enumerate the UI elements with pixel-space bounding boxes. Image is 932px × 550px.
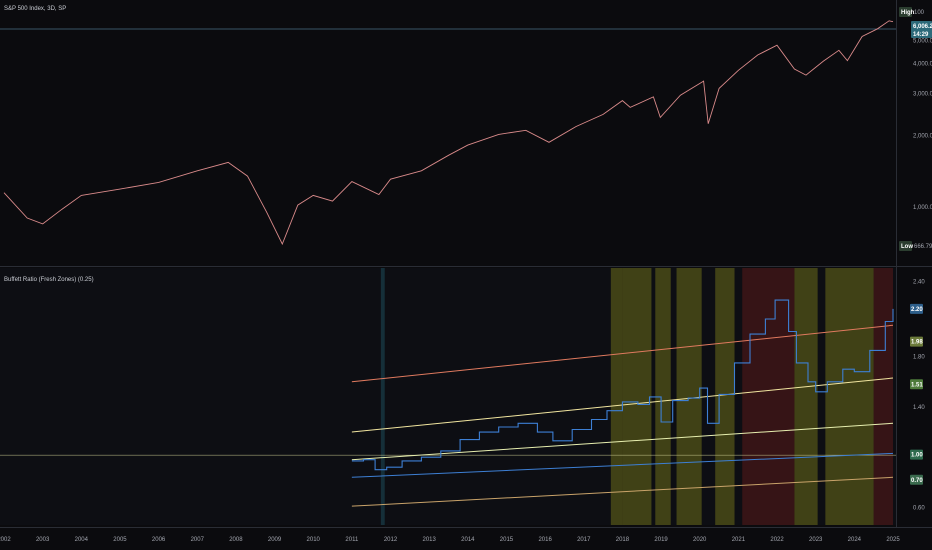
ratio-series-line: [351, 299, 894, 471]
ratio-value-badge-label: 1.51: [911, 382, 923, 388]
last-price-badge: [911, 21, 932, 38]
last-price-value: 6,006.27: [913, 24, 932, 30]
ratio-zone: [655, 268, 671, 525]
ratio-zone: [610, 268, 623, 525]
x-tick-label: 2007: [191, 537, 205, 543]
ratio-band-line: [351, 324, 894, 383]
ratio-value-badge: [910, 379, 923, 390]
x-tick-label: 2015: [500, 537, 514, 543]
x-tick-label: 2019: [654, 537, 668, 543]
low-value: 666.79: [914, 244, 932, 250]
ratio-band-line: [351, 422, 894, 461]
price-y-tick-label: 4,000.00: [913, 62, 932, 68]
ratio-value-badge-label: 0.70: [911, 478, 923, 484]
x-tick-label: 2014: [461, 537, 475, 543]
x-tick-label: 2010: [307, 537, 321, 543]
ratio-zone: [380, 268, 385, 525]
ratio-y-tick-label: 1.40: [913, 405, 925, 411]
x-tick-label: 2016: [538, 537, 552, 543]
x-tick-label: 2003: [36, 537, 50, 543]
high-label: High: [901, 10, 915, 16]
ratio-band-line: [351, 452, 894, 478]
ratio-value-badge: [910, 449, 923, 460]
low-label: Low: [901, 244, 913, 250]
ratio-value-badge-label: 1.98: [911, 340, 923, 346]
x-tick-label: 2020: [693, 537, 707, 543]
last-price-time: 14:29: [913, 32, 929, 38]
x-tick-label: 2017: [577, 537, 591, 543]
x-tick-label: 2008: [229, 537, 243, 543]
ratio-zone: [676, 268, 702, 525]
x-tick-label: 2018: [616, 537, 630, 543]
x-tick-label: 2011: [345, 537, 359, 543]
x-tick-label: 2013: [422, 537, 436, 543]
ratio-value-badge: [910, 336, 923, 347]
x-tick-label: 2021: [732, 537, 746, 543]
ratio-value-badge-label: 1.00: [911, 453, 923, 459]
x-tick-label: 2009: [268, 537, 282, 543]
low-label-badge: [899, 241, 912, 251]
x-tick-label: 2002: [0, 537, 11, 543]
x-tick-label: 2025: [886, 537, 900, 543]
price-series-line: [3, 20, 894, 246]
x-tick-label: 2006: [152, 537, 166, 543]
x-tick-label: 2024: [848, 537, 862, 543]
price-y-tick-label: 2,000.00: [913, 133, 932, 139]
ratio-zone: [742, 268, 795, 525]
price-pane: [0, 0, 896, 265]
price-y-tick-label: 3,000.00: [913, 91, 932, 97]
ratio-pane-title: Buffett Ratio (Fresh Zones) (0.25): [4, 277, 94, 283]
ratio-zone: [794, 268, 818, 525]
ratio-y-tick-label: 2.40: [913, 279, 925, 285]
high-value-label: 100: [914, 10, 925, 16]
x-tick-label: 2012: [384, 537, 398, 543]
ratio-band-line: [351, 476, 894, 507]
price-y-tick-label: 1,000.00: [913, 205, 932, 211]
ratio-zone: [825, 268, 874, 525]
x-tick-label: 2004: [75, 537, 89, 543]
x-tick-label: 2005: [113, 537, 127, 543]
ratio-zone: [873, 268, 893, 525]
ratio-value-badge: [910, 474, 923, 485]
x-tick-label: 2022: [770, 537, 784, 543]
x-tick-label: 2023: [809, 537, 823, 543]
ratio-zone: [622, 268, 652, 525]
ratio-y-tick-label: 1.80: [913, 355, 925, 361]
ratio-value-badge-label: 2.20: [911, 307, 923, 313]
ratio-value-badge: [910, 303, 923, 314]
price-y-tick-label: 5,000.00: [913, 39, 932, 45]
high-label-badge: [899, 7, 912, 17]
price-pane-title: S&P 500 Index, 3D, SP: [4, 6, 66, 12]
ratio-y-tick-label: 0.60: [913, 505, 925, 511]
